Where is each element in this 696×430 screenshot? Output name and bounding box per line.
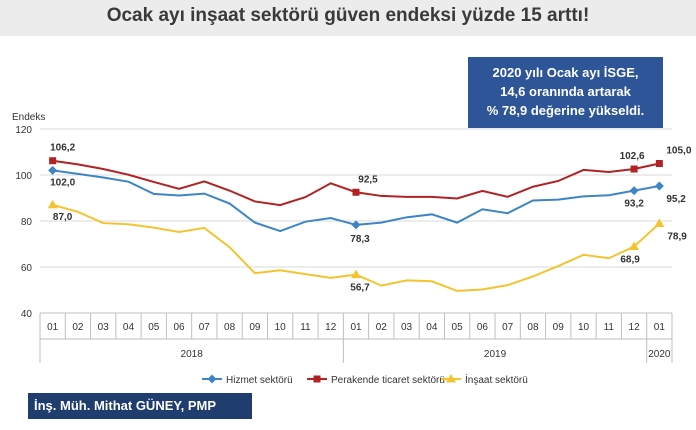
data-point-marker — [629, 241, 640, 251]
author-badge: İnş. Müh. Mithat GÜNEY, PMP — [28, 393, 252, 419]
data-label: 105,0 — [666, 146, 691, 157]
data-point-marker — [351, 220, 361, 230]
data-point-marker — [49, 157, 57, 165]
x-tick-label: 11 — [300, 322, 311, 333]
headline: Ocak ayı inşaat sektörü güven endeksi yü… — [106, 5, 590, 26]
x-tick-label: 08 — [224, 322, 236, 333]
data-label: 56,7 — [350, 283, 370, 294]
data-point-marker — [352, 188, 360, 196]
legend-label: Perakende ticaret sektörü — [331, 375, 445, 386]
data-point-marker — [351, 269, 361, 279]
x-tick-label: 10 — [578, 322, 590, 333]
x-tick-label: 03 — [401, 322, 413, 333]
callout-line-2: 14,6 oranında artarak — [500, 84, 631, 99]
x-tick-label: 04 — [426, 322, 438, 333]
data-label: 78,3 — [350, 234, 370, 245]
legend-swatch-marker — [446, 374, 456, 383]
callout-line-1: 2020 yılı Ocak ayı İSGE, — [492, 65, 639, 80]
y-tick-label: 100 — [15, 171, 32, 182]
x-tick-label: 05 — [148, 322, 160, 333]
legend-swatch-marker — [207, 374, 217, 384]
legend-swatch-marker — [313, 375, 321, 383]
y-tick-label: 40 — [21, 309, 33, 320]
x-tick-label: 09 — [553, 322, 565, 333]
x-tick-label: 01 — [350, 322, 362, 333]
legend-label: Hizmet sektörü — [226, 375, 293, 386]
data-label: 95,2 — [666, 194, 686, 205]
x-tick-label: 06 — [477, 322, 489, 333]
data-label: 92,5 — [358, 174, 378, 185]
data-label: 87,0 — [53, 212, 73, 223]
x-tick-label: 03 — [98, 322, 110, 333]
x-tick-label: 07 — [502, 322, 514, 333]
data-point-marker — [654, 181, 664, 191]
callout-box: 2020 yılı Ocak ayı İSGE, 14,6 oranında a… — [468, 57, 663, 128]
data-label: 102,0 — [50, 177, 75, 188]
data-label: 102,6 — [620, 151, 645, 162]
data-label: 106,2 — [50, 143, 75, 154]
callout-line-3: % 78,9 değerine yükseldi. — [486, 103, 645, 118]
data-point-marker — [47, 199, 58, 209]
data-point-marker — [655, 160, 663, 167]
x-tick-label: 04 — [123, 322, 135, 333]
data-point-marker — [654, 218, 665, 228]
data-label: 78,9 — [667, 232, 687, 243]
x-tick-label: 10 — [275, 322, 287, 333]
x-tick-label: 08 — [527, 322, 539, 333]
x-tick-label: 02 — [72, 322, 84, 333]
x-tick-label: 09 — [249, 322, 261, 333]
y-tick-label: 120 — [15, 125, 32, 136]
data-point-marker — [629, 186, 639, 196]
data-label: 93,2 — [624, 199, 644, 210]
y-tick-label: 80 — [21, 217, 33, 228]
x-tick-label: 01 — [654, 322, 666, 333]
year-label: 2018 — [181, 349, 204, 360]
x-tick-label: 05 — [452, 322, 464, 333]
data-label: 68,9 — [620, 255, 640, 266]
x-tick-label: 01 — [47, 322, 59, 333]
y-axis-label: Endeks — [12, 112, 45, 123]
data-point-marker — [630, 165, 638, 173]
year-label: 2019 — [484, 349, 507, 360]
y-tick-label: 60 — [21, 263, 33, 274]
x-tick-label: 12 — [325, 322, 337, 333]
x-tick-label: 06 — [173, 322, 185, 333]
x-tick-label: 02 — [376, 322, 388, 333]
x-tick-label: 11 — [604, 322, 615, 333]
legend-label: İnşaat sektörü — [465, 373, 528, 386]
x-tick-label: 12 — [629, 322, 641, 333]
x-tick-label: 07 — [199, 322, 211, 333]
data-point-marker — [48, 165, 58, 175]
headline-bar — [0, 0, 696, 36]
year-label: 2020 — [648, 349, 671, 360]
